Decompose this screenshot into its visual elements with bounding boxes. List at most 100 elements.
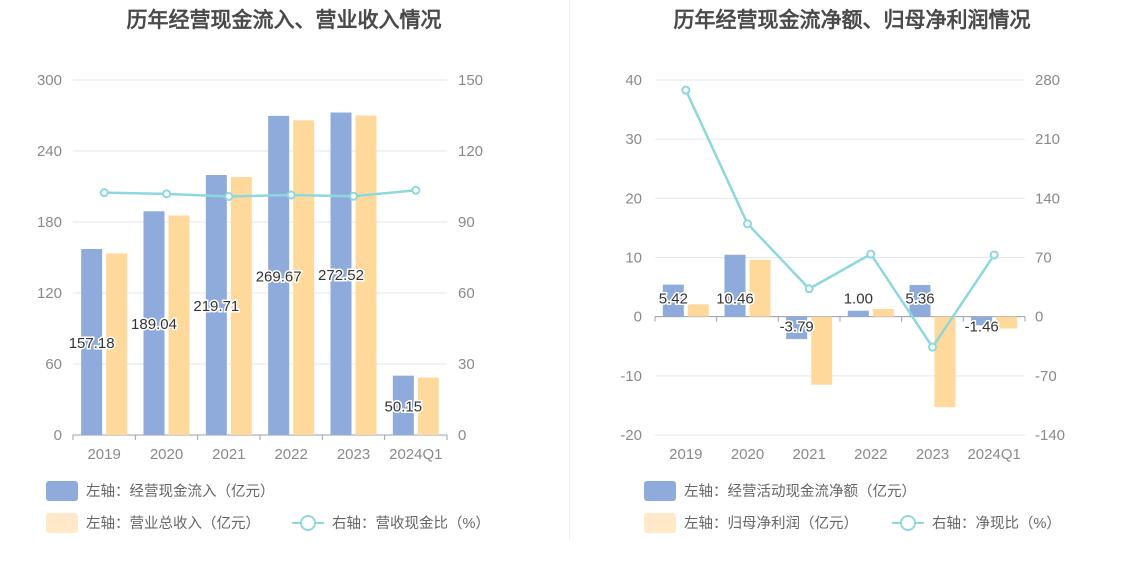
bar-data-label: 157.18 bbox=[69, 335, 115, 352]
bar-data-label: -1.46 bbox=[965, 319, 999, 336]
y-right-tick-label: -70 bbox=[1035, 368, 1057, 385]
right-chart-svg: -20 -10 0 10 20 30 40 -140 -70 0 70 140 210 280 2019 20… bbox=[620, 72, 1065, 463]
right-legend-item-netprofit[interactable]: 左轴：归母净利润（亿元） bbox=[644, 512, 858, 533]
bar-data-label: 269.67 bbox=[256, 268, 302, 285]
y-left-tick-label: 60 bbox=[45, 356, 62, 373]
ratio-point bbox=[866, 249, 876, 259]
bar-blue bbox=[662, 284, 684, 317]
ratio-line bbox=[684, 89, 996, 350]
x-tick-label: 2023 bbox=[916, 446, 949, 463]
legend-label: 右轴：净现比（%） bbox=[932, 516, 1061, 532]
x-tick-label: 2020 bbox=[731, 446, 764, 463]
legend-label: 左轴：经营活动现金流净额（亿元） bbox=[684, 484, 916, 500]
x-tick-label: 2021 bbox=[792, 446, 825, 463]
bar-orange bbox=[749, 259, 771, 317]
right-legend-item-netcash[interactable]: 左轴：经营活动现金流净额（亿元） bbox=[644, 480, 916, 501]
bar-orange bbox=[168, 215, 190, 435]
y-right-tick-label: 210 bbox=[1035, 131, 1060, 148]
y-left-tick-label: 20 bbox=[625, 190, 642, 207]
legend-swatch-orange bbox=[46, 512, 78, 533]
y-left-tick-label: 0 bbox=[54, 427, 62, 444]
bar-data-label: 1.00 bbox=[844, 291, 873, 308]
legend-swatch-orange bbox=[644, 512, 676, 533]
bar-blue bbox=[847, 310, 869, 317]
left-legend-item-revenue[interactable]: 左轴：营业总收入（亿元） bbox=[46, 512, 260, 533]
y-right-tick-label: 280 bbox=[1035, 72, 1060, 89]
bar-orange bbox=[417, 377, 439, 435]
bar-data-label: -3.79 bbox=[780, 319, 814, 336]
y-right-tick-label: 140 bbox=[1035, 190, 1060, 207]
y-left-tick-label: 180 bbox=[37, 214, 62, 231]
ratio-point bbox=[286, 190, 296, 200]
bar-data-label: 10.46 bbox=[716, 291, 754, 308]
y-right-tick-label: -140 bbox=[1035, 427, 1065, 444]
y-right-tick-label: 0 bbox=[458, 427, 466, 444]
ratio-point bbox=[224, 191, 234, 201]
bar-blue bbox=[143, 211, 165, 435]
right-legend-item-ratio[interactable]: 右轴：净现比（%） bbox=[892, 512, 1061, 533]
y-left-tick-label: -10 bbox=[620, 368, 642, 385]
y-right-tick-label: 150 bbox=[458, 72, 483, 89]
bar-blue bbox=[330, 112, 352, 435]
ratio-point bbox=[989, 250, 999, 260]
bar-data-label: 50.15 bbox=[385, 398, 423, 415]
x-tick-label: 2020 bbox=[150, 446, 183, 463]
bar-blue bbox=[724, 254, 746, 317]
left-chart-panel: 历年经营现金流入、营业收入情况 0 60 120 180 240 300 0 30 60 90 12… bbox=[37, 9, 490, 533]
bar-data-label: 5.42 bbox=[659, 291, 688, 308]
legend-swatch-line bbox=[292, 513, 324, 533]
y-right-tick-label: 0 bbox=[1035, 309, 1043, 326]
bar-data-label: 272.52 bbox=[318, 267, 364, 284]
left-chart-title: 历年经营现金流入、营业收入情况 bbox=[126, 9, 442, 32]
legend-swatch-blue bbox=[644, 480, 676, 501]
x-tick-label: 2019 bbox=[669, 446, 702, 463]
ratio-point bbox=[411, 185, 421, 195]
y-right-tick-label: 60 bbox=[458, 285, 475, 302]
y-right-tick-label: 90 bbox=[458, 214, 475, 231]
bar-data-label: 219.71 bbox=[193, 298, 239, 315]
bar-orange bbox=[934, 316, 956, 408]
bar-orange bbox=[687, 304, 709, 317]
ratio-point bbox=[681, 85, 691, 95]
ratio-point bbox=[928, 342, 937, 352]
x-tick-label: 2023 bbox=[337, 446, 370, 463]
y-left-tick-label: 0 bbox=[634, 309, 642, 326]
x-tick-label: 2021 bbox=[212, 446, 245, 463]
bar-orange bbox=[230, 177, 252, 436]
legend-swatch-blue bbox=[46, 480, 78, 501]
ratio-line bbox=[104, 189, 416, 198]
bar-orange bbox=[106, 253, 128, 435]
y-right-tick-label: 120 bbox=[458, 143, 483, 160]
right-chart-title: 历年经营现金流净额、归母净利润情况 bbox=[673, 9, 1031, 32]
bar-data-label: 5.36 bbox=[905, 291, 934, 308]
ratio-point bbox=[804, 284, 814, 294]
ratio-point bbox=[162, 189, 171, 199]
legend-label: 左轴：归母净利润（亿元） bbox=[684, 516, 858, 532]
ratio-point bbox=[743, 219, 752, 229]
y-left-tick-label: 30 bbox=[625, 131, 642, 148]
left-legend-item-ratio[interactable]: 右轴：营收现金比（%） bbox=[292, 512, 490, 533]
y-left-tick-label: -20 bbox=[620, 427, 642, 444]
legend-label: 右轴：营收现金比（%） bbox=[332, 516, 490, 532]
y-left-tick-label: 10 bbox=[625, 250, 642, 267]
bar-orange bbox=[872, 308, 894, 317]
left-legend-item-inflow[interactable]: 左轴：经营现金流入（亿元） bbox=[46, 480, 275, 501]
bar-blue bbox=[909, 284, 931, 317]
x-tick-label: 2024Q1 bbox=[967, 446, 1020, 463]
bar-data-label: 189.04 bbox=[131, 316, 177, 333]
y-left-tick-label: 40 bbox=[625, 72, 642, 89]
bar-orange bbox=[996, 316, 1018, 329]
bar-blue bbox=[786, 316, 808, 340]
legend-label: 左轴：经营现金流入（亿元） bbox=[86, 484, 275, 500]
bar-blue bbox=[971, 316, 993, 326]
y-right-tick-label: 70 bbox=[1035, 250, 1052, 267]
bar-blue bbox=[205, 175, 227, 435]
x-tick-label: 2024Q1 bbox=[389, 446, 442, 463]
left-chart-svg: 0 60 120 180 240 300 0 30 60 90 120 150 2019 2020 2021… bbox=[37, 72, 483, 463]
bar-blue bbox=[392, 375, 414, 435]
bar-blue bbox=[81, 249, 103, 435]
right-chart-panel: 历年经营现金流净额、归母净利润情况 -20 -10 0 10 20 30 40 -140 -70… bbox=[570, 0, 1134, 582]
y-left-tick-label: 240 bbox=[37, 143, 62, 160]
bar-orange bbox=[293, 120, 315, 435]
y-right-tick-label: 30 bbox=[458, 356, 475, 373]
